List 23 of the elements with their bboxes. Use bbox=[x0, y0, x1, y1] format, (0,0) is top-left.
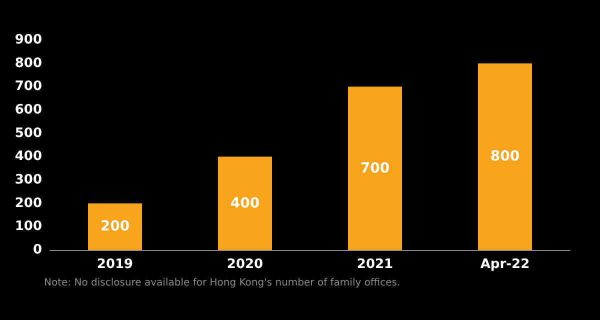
bar bbox=[88, 203, 142, 250]
bar bbox=[478, 63, 532, 250]
bar bbox=[218, 156, 272, 250]
y-tick-label: 600 bbox=[14, 102, 42, 118]
y-tick-label: 400 bbox=[14, 149, 42, 164]
bar bbox=[348, 86, 402, 250]
text: Note: No disclosure available for Hong Kong's number of family offices. bbox=[44, 278, 400, 288]
x-tick-label: 2021 bbox=[356, 257, 394, 272]
y-tick-label: 900 bbox=[14, 32, 42, 48]
y-tick-label: 300 bbox=[14, 172, 42, 188]
data-label: 200 bbox=[100, 218, 130, 235]
y-tick-label: 200 bbox=[14, 196, 42, 211]
data-label: 400 bbox=[230, 195, 260, 212]
y-tick-label: 700 bbox=[14, 79, 42, 94]
y-tick-label: 500 bbox=[14, 126, 42, 141]
x-tick-label: Apr-22 bbox=[480, 257, 530, 272]
y-tick-label: 0 bbox=[32, 242, 42, 258]
data-label: 700 bbox=[360, 160, 390, 176]
x-tick-label: 2019 bbox=[96, 257, 134, 272]
y-tick-label: 100 bbox=[14, 219, 42, 234]
data-label: 800 bbox=[490, 148, 520, 165]
x-tick-label: 2020 bbox=[226, 257, 264, 272]
y-tick-label: 800 bbox=[14, 56, 42, 71]
